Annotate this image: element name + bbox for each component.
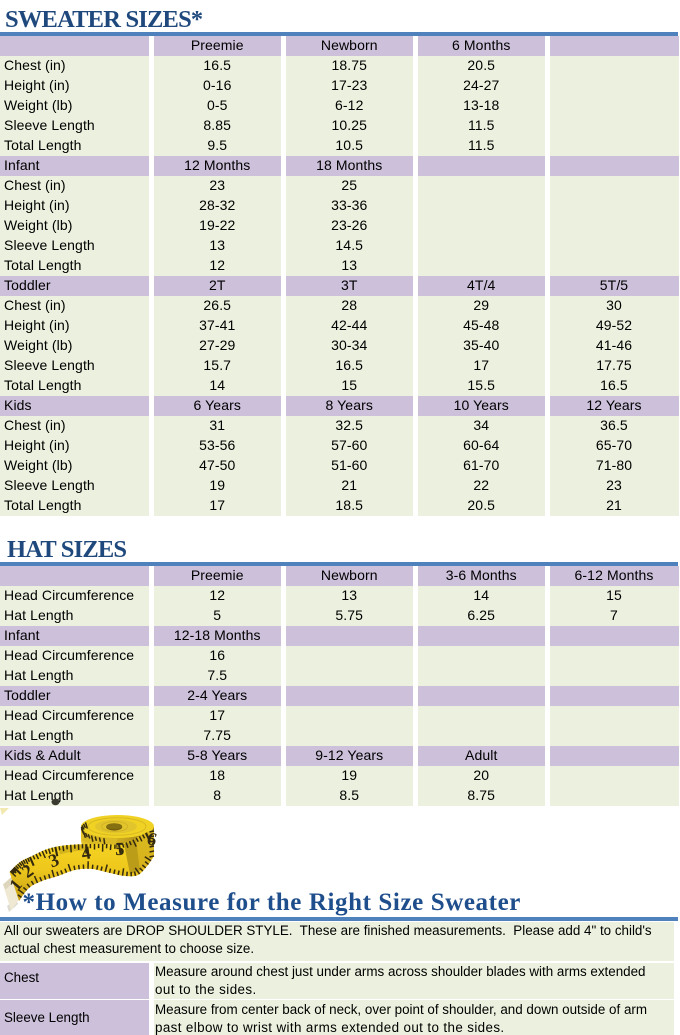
svg-text:5: 5 xyxy=(115,840,125,860)
svg-text:4: 4 xyxy=(80,844,92,865)
